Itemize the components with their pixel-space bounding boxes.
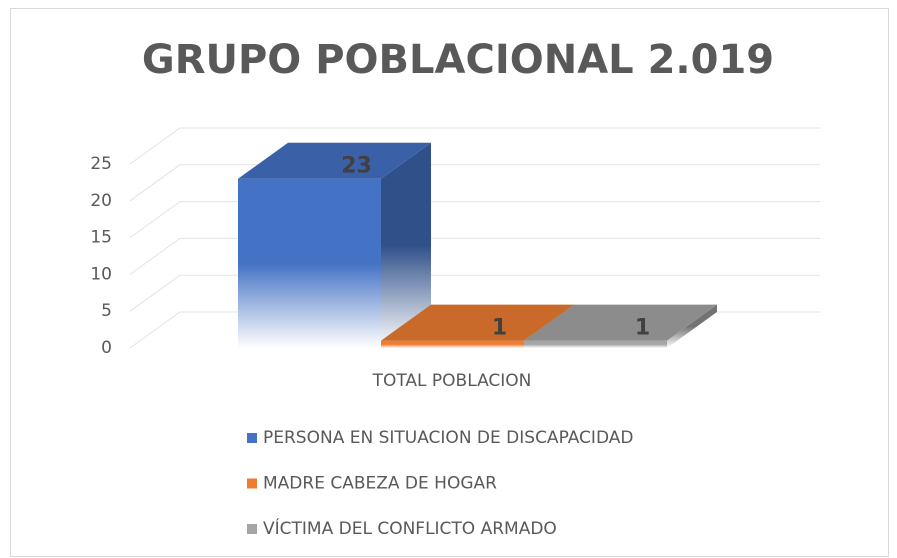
legend-swatch (247, 524, 257, 534)
chart-border (10, 8, 889, 557)
bar (524, 340, 667, 348)
bar-top (524, 304, 717, 341)
y-tick-label: 10 (90, 264, 112, 284)
legend-label: MADRE CABEZA DE HOGAR (263, 474, 497, 494)
chart-title: GRUPO POBLACIONAL 2.019 (142, 37, 774, 83)
bar-top (238, 142, 431, 179)
data-label: 23 (341, 154, 372, 179)
legend-swatch (247, 433, 257, 443)
data-label: 1 (492, 316, 507, 341)
legend-swatch (247, 478, 257, 489)
y-tick-label: 5 (101, 301, 112, 321)
y-tick-label: 25 (90, 154, 112, 174)
grid-line (129, 164, 820, 202)
legend-label: PERSONA EN SITUACION DE DISCAPACIDAD (263, 428, 633, 448)
y-tick-label: 15 (90, 228, 112, 248)
bar-side (667, 304, 717, 348)
y-tick-label: 0 (101, 338, 112, 358)
y-tick-label: 20 (90, 191, 112, 211)
bar-side (381, 142, 431, 348)
grid-line (129, 127, 820, 165)
legend-label: VÍCTIMA DEL CONFLICTO ARMADO (263, 517, 557, 539)
data-label: 1 (635, 316, 650, 341)
grid-line (129, 237, 820, 275)
bar (238, 178, 381, 348)
bar (381, 340, 524, 348)
x-tick-label: TOTAL POBLACION (372, 371, 532, 391)
grid-line (129, 274, 820, 312)
bar-top (381, 304, 574, 341)
grid-line (129, 201, 820, 239)
